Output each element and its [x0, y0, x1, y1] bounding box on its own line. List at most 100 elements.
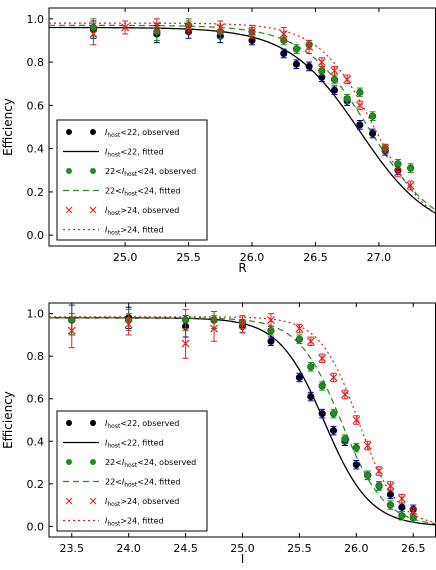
y-axis-label: Efficiency [1, 391, 15, 449]
legend-label-post: >24, fitted [120, 517, 163, 526]
data-point-x [67, 326, 76, 335]
data-point-x [124, 320, 133, 329]
data-point [386, 490, 395, 499]
legend-label-post: <24, observed [137, 167, 196, 176]
legend-label: Ihost>24, observed [105, 206, 179, 217]
data-point [407, 164, 415, 172]
data-point-x [343, 75, 352, 84]
legend-label-sub: host [124, 191, 138, 198]
legend-label-post: <22, observed [120, 419, 179, 428]
legend-label-sub: host [124, 462, 138, 469]
legend-marker [66, 129, 72, 135]
legend-label-post: <22, observed [120, 128, 179, 137]
legend-marker [90, 459, 96, 465]
data-point [352, 444, 360, 452]
legend-label-base: I [122, 167, 125, 176]
data-point [329, 427, 338, 435]
y-axis-label: Efficiency [1, 98, 15, 156]
data-point-x [295, 324, 304, 333]
plot-area [49, 18, 436, 215]
legend-label-pre: 22< [105, 187, 122, 196]
data-point-x [248, 27, 256, 36]
legend-label-base: I [122, 458, 125, 467]
data-point [307, 393, 315, 401]
data-point-x [406, 181, 415, 190]
legend-label-base: I [105, 148, 108, 157]
data-point-x [355, 101, 364, 110]
data-point-x [341, 390, 349, 399]
legend-label-base: I [122, 187, 125, 196]
data-point [295, 373, 304, 382]
data-point-x [409, 507, 418, 516]
legend-label-sub: host [107, 423, 121, 430]
y-tick-label: 0.6 [27, 393, 45, 406]
legend-label-post: <24, fitted [137, 187, 180, 196]
legend-label: 22<Ihost<24, fitted [105, 187, 180, 198]
data-point-x [181, 339, 190, 348]
legend-label: Ihost>24, observed [105, 497, 179, 508]
legend-label: Ihost<22, fitted [105, 148, 164, 159]
data-point [318, 382, 326, 390]
data-point-x [210, 324, 218, 333]
data-point-x [279, 30, 288, 38]
legend-label-post: <24, observed [137, 458, 196, 467]
data-point [394, 160, 402, 168]
x-tick-label: 23.5 [60, 542, 85, 555]
x-tick-label: 25.5 [287, 542, 312, 555]
legend-label-post: >24, observed [120, 206, 179, 215]
legend-label-base: I [122, 478, 125, 487]
data-point [267, 327, 275, 335]
data-point [368, 112, 377, 120]
x-tick-label: 25.0 [230, 542, 255, 555]
data-point-x [318, 354, 327, 363]
legend-label-base: I [105, 206, 108, 215]
legend-label-pre: 22< [105, 167, 122, 176]
legend-label-post: <24, fitted [137, 478, 180, 487]
x-tick-label: 25.0 [113, 251, 138, 264]
data-point-x [330, 66, 339, 75]
data-point [330, 75, 339, 83]
data-point [330, 86, 339, 94]
data-point [305, 62, 313, 71]
data-point-x [152, 21, 161, 30]
data-point-x [216, 23, 225, 32]
legend-label-post: <22, fitted [120, 439, 163, 448]
data-point-x [184, 23, 193, 32]
data-point [356, 88, 364, 96]
legend-marker [66, 459, 72, 465]
x-tick-label: 24.0 [116, 542, 141, 555]
legend-label-sub: host [107, 132, 121, 139]
data-point [292, 60, 301, 68]
legend-label-pre: 22< [105, 458, 122, 467]
data-point [318, 410, 326, 418]
legend-label: Ihost>24, fitted [105, 226, 164, 237]
legend-label: Ihost<22, observed [105, 419, 179, 430]
y-tick-label: 0.2 [27, 186, 45, 199]
x-axis-label: R [238, 261, 246, 275]
legend-label-sub: host [107, 501, 121, 508]
x-axis-label: I [241, 552, 245, 566]
legend-label: Ihost>24, fitted [105, 517, 164, 528]
data-point [352, 461, 360, 469]
legend-label-base: I [105, 517, 108, 526]
legend-marker [66, 420, 72, 426]
x-tick-label: 25.5 [176, 251, 201, 264]
legend-box [56, 410, 208, 532]
fit-curve [49, 26, 436, 214]
legend-label-base: I [105, 497, 108, 506]
data-point [181, 316, 190, 324]
data-point-x [121, 23, 130, 32]
legend-label-sub: host [107, 443, 121, 450]
x-tick-label: 26.5 [401, 542, 426, 555]
x-tick-label: 24.5 [173, 542, 198, 555]
legend-label: 22<Ihost<24, fitted [105, 478, 180, 489]
data-point [329, 410, 338, 418]
data-point [295, 335, 304, 343]
legend-label-sub: host [124, 171, 138, 178]
data-point-x [267, 316, 275, 324]
legend-label-base: I [105, 439, 108, 448]
legend-box [56, 119, 208, 241]
legend-label-sub: host [107, 152, 121, 159]
